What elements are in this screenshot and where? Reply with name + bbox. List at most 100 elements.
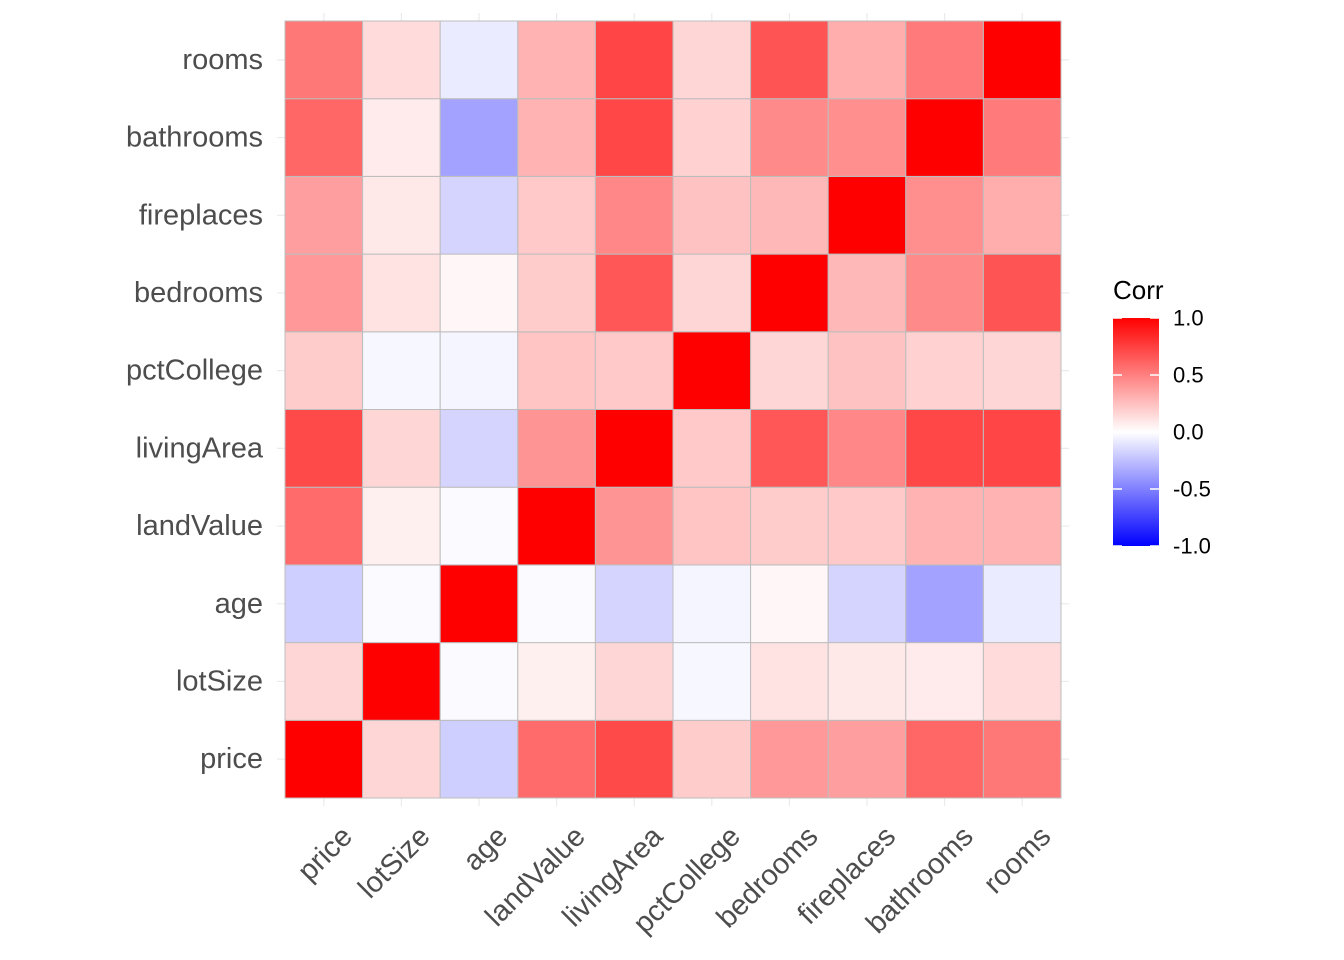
heatmap-cell-bedrooms-rooms xyxy=(982,253,1062,333)
heatmap-cell-price-pctCollege xyxy=(672,719,752,799)
heatmap-cell-fireplaces-age xyxy=(439,175,519,255)
heatmap-cell-price-bathrooms xyxy=(905,719,984,799)
heatmap-cell-fireplaces-bedrooms xyxy=(750,175,829,255)
heatmap-cell-lotSize-fireplaces xyxy=(827,642,907,721)
heatmap-cell-landValue-livingArea xyxy=(594,486,674,566)
heatmap-cell-fireplaces-fireplaces xyxy=(827,175,907,255)
heatmap-cell-rooms-price xyxy=(284,20,364,100)
heatmap-cell-landValue-landValue xyxy=(517,486,596,566)
y-tick-label-price: price xyxy=(200,743,263,775)
heatmap-cell-livingArea-bathrooms xyxy=(905,409,984,488)
heatmap-cell-price-age xyxy=(439,719,519,799)
heatmap-cell-lotSize-landValue xyxy=(517,642,596,721)
heatmap-cell-bedrooms-age xyxy=(439,253,519,333)
heatmap-cell-rooms-lotSize xyxy=(362,20,441,100)
heatmap-cell-pctCollege-rooms xyxy=(982,331,1062,410)
heatmap-cell-livingArea-age xyxy=(439,409,519,488)
legend-ticks: 1.0 0.5 0.0 -0.5 -1.0 xyxy=(1113,306,1211,559)
heatmap-cell-price-livingArea xyxy=(594,719,674,799)
y-tick-label-bedrooms: bedrooms xyxy=(134,277,263,309)
x-tick-label-age: age xyxy=(457,820,514,877)
heatmap-cell-price-fireplaces xyxy=(827,719,907,799)
legend-tick-label: 1.0 xyxy=(1173,306,1204,331)
heatmap-cell-pctCollege-bedrooms xyxy=(750,331,829,410)
heatmap-cell-livingArea-landValue xyxy=(517,409,596,488)
heatmap-cell-bathrooms-bathrooms xyxy=(905,98,984,177)
heatmap-cell-livingArea-pctCollege xyxy=(672,409,752,488)
heatmap-cell-fireplaces-bathrooms xyxy=(905,175,984,255)
heatmap-cell-rooms-bathrooms xyxy=(905,20,984,100)
heatmap-cell-landValue-age xyxy=(439,486,519,566)
heatmap-cell-bathrooms-landValue xyxy=(517,98,596,177)
heatmap-cell-rooms-livingArea xyxy=(594,20,674,100)
heatmap-cell-lotSize-pctCollege xyxy=(672,642,752,721)
heatmap-cell-fireplaces-landValue xyxy=(517,175,596,255)
heatmap-cell-pctCollege-landValue xyxy=(517,331,596,410)
heatmap-cell-age-age xyxy=(439,564,519,644)
heatmap-cell-pctCollege-age xyxy=(439,331,519,410)
heatmap-cell-rooms-fireplaces xyxy=(827,20,907,100)
heatmap-cell-age-livingArea xyxy=(594,564,674,644)
heatmap-cell-bathrooms-price xyxy=(284,98,364,177)
heatmap-cell-bedrooms-bedrooms xyxy=(750,253,829,333)
y-tick-label-lotSize: lotSize xyxy=(176,665,263,697)
heatmap-cell-fireplaces-pctCollege xyxy=(672,175,752,255)
y-tick-label-fireplaces: fireplaces xyxy=(139,199,263,231)
heatmap-cell-pctCollege-livingArea xyxy=(594,331,674,410)
heatmap-cell-bedrooms-landValue xyxy=(517,253,596,333)
heatmap-cell-pctCollege-bathrooms xyxy=(905,331,984,410)
heatmap-cell-landValue-pctCollege xyxy=(672,486,752,566)
heatmap-cell-bathrooms-fireplaces xyxy=(827,98,907,177)
heatmap-cell-lotSize-bedrooms xyxy=(750,642,829,721)
heatmap-cell-bathrooms-livingArea xyxy=(594,98,674,177)
heatmap-cell-rooms-pctCollege xyxy=(672,20,752,100)
heatmap-cell-fireplaces-price xyxy=(284,175,364,255)
heatmap-cell-livingArea-price xyxy=(284,409,364,488)
heatmap-cell-fireplaces-rooms xyxy=(982,175,1062,255)
heatmap-cell-bathrooms-age xyxy=(439,98,519,177)
heatmap-cell-bedrooms-pctCollege xyxy=(672,253,752,333)
legend-title: Corr xyxy=(1113,275,1164,305)
heatmap-cell-landValue-price xyxy=(284,486,364,566)
legend-tick-label: -1.0 xyxy=(1173,534,1211,559)
heatmap-cell-pctCollege-fireplaces xyxy=(827,331,907,410)
heatmap-cell-bedrooms-fireplaces xyxy=(827,253,907,333)
heatmap-cell-fireplaces-lotSize xyxy=(362,175,441,255)
heatmap-cell-bedrooms-bathrooms xyxy=(905,253,984,333)
heatmap-cell-bathrooms-pctCollege xyxy=(672,98,752,177)
x-tick-label-price: price xyxy=(292,820,359,887)
heatmap-cell-livingArea-bedrooms xyxy=(750,409,829,488)
heatmap-cell-lotSize-bathrooms xyxy=(905,642,984,721)
heatmap-cell-age-pctCollege xyxy=(672,564,752,644)
x-tick-label-lotSize: lotSize xyxy=(352,820,436,904)
heatmap-cell-lotSize-lotSize xyxy=(362,642,441,721)
x-tick-label-rooms: rooms xyxy=(978,820,1058,900)
heatmap-cell-lotSize-price xyxy=(284,642,364,721)
heatmap-cell-lotSize-livingArea xyxy=(594,642,674,721)
legend-tick-label: 0.0 xyxy=(1173,420,1204,445)
heatmap-cell-landValue-lotSize xyxy=(362,486,441,566)
heatmap-cell-price-rooms xyxy=(982,719,1062,799)
heatmap-cell-age-landValue xyxy=(517,564,596,644)
y-tick-label-livingArea: livingArea xyxy=(136,432,264,464)
heatmap-cell-bathrooms-bedrooms xyxy=(750,98,829,177)
heatmap-cell-livingArea-fireplaces xyxy=(827,409,907,488)
heatmap-cell-age-rooms xyxy=(982,564,1062,644)
heatmap-cell-landValue-fireplaces xyxy=(827,486,907,566)
heatmap-cell-rooms-rooms xyxy=(982,20,1062,100)
heatmap-cell-rooms-landValue xyxy=(517,20,596,100)
color-legend: Corr 1.0 0.5 0.0 -0.5 -1.0 xyxy=(1113,275,1211,559)
y-tick-label-rooms: rooms xyxy=(182,44,263,76)
heatmap-cell-rooms-bedrooms xyxy=(750,20,829,100)
heatmap-cell-lotSize-age xyxy=(439,642,519,721)
heatmap-cell-pctCollege-price xyxy=(284,331,364,410)
heatmap-cell-livingArea-livingArea xyxy=(594,409,674,488)
heatmap-cells xyxy=(284,20,1062,799)
heatmap-cell-bedrooms-lotSize xyxy=(362,253,441,333)
heatmap-cell-rooms-age xyxy=(439,20,519,100)
heatmap-cell-age-bathrooms xyxy=(905,564,984,644)
heatmap-cell-age-lotSize xyxy=(362,564,441,644)
heatmap-cell-lotSize-rooms xyxy=(982,642,1062,721)
heatmap-cell-age-fireplaces xyxy=(827,564,907,644)
